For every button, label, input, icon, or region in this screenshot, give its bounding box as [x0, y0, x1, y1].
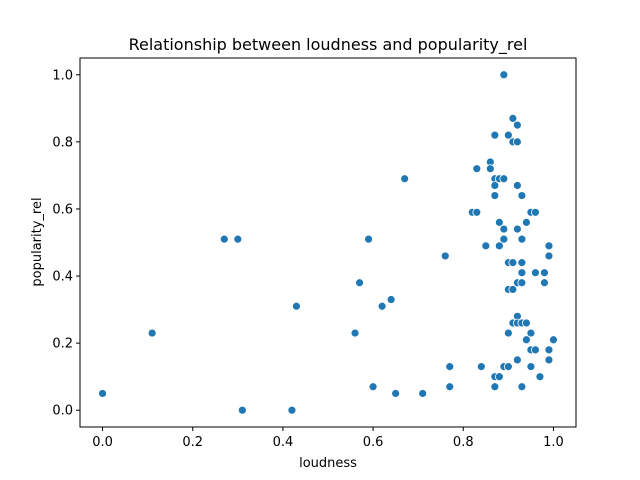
data-point: [499, 234, 509, 244]
data-point: [512, 224, 522, 234]
data-point: [377, 301, 387, 311]
data-point: [400, 174, 410, 184]
data-point: [517, 382, 527, 392]
data-point: [485, 164, 495, 174]
data-point: [472, 164, 482, 174]
data-point: [494, 241, 504, 251]
data-point: [512, 355, 522, 365]
y-tick-label: 0.6: [52, 202, 73, 217]
y-axis-ticks: 0.0 0.2 0.4 0.6 0.8 1.0: [52, 68, 80, 419]
data-point: [355, 278, 364, 288]
data-point: [233, 234, 243, 244]
data-point: [499, 224, 509, 234]
data-point: [526, 362, 536, 372]
data-point: [508, 258, 518, 268]
chart-title: Relationship between loudness and popula…: [129, 35, 528, 55]
data-point: [517, 258, 527, 268]
data-point: [391, 389, 401, 398]
data-point: [499, 174, 509, 184]
data-point: [98, 389, 107, 398]
data-point: [549, 335, 558, 345]
data-point: [544, 251, 554, 261]
data-point: [544, 355, 554, 365]
data-point: [418, 389, 428, 398]
data-point: [445, 382, 455, 392]
data-point: [512, 137, 522, 147]
x-tick-label: 0.6: [363, 435, 384, 450]
data-point: [219, 234, 229, 244]
data-point: [517, 268, 527, 278]
data-point: [517, 191, 527, 200]
x-axis-label: loudness: [299, 456, 357, 471]
plot-frame: [79, 57, 577, 428]
y-tick-label: 1.0: [52, 68, 73, 83]
data-point: [490, 130, 500, 140]
data-point: [503, 362, 513, 372]
data-point: [364, 234, 373, 244]
x-tick-label: 0.2: [182, 435, 203, 450]
data-point: [494, 372, 504, 382]
data-point: [517, 278, 527, 288]
data-point: [535, 372, 545, 382]
data-point: [386, 295, 396, 304]
data-point: [517, 234, 527, 244]
data-point: [287, 405, 297, 415]
data-point: [522, 318, 531, 328]
data-point: [499, 70, 509, 80]
data-point: [445, 362, 455, 372]
data-point: [490, 181, 500, 190]
y-axis-label: popularity_rel: [30, 197, 45, 286]
data-point: [472, 207, 482, 217]
data-point: [503, 328, 513, 338]
data-point: [350, 328, 360, 338]
data-point: [494, 217, 504, 227]
data-point: [540, 278, 549, 288]
points-layer: [98, 70, 558, 415]
data-point: [544, 241, 554, 251]
data-point: [508, 285, 518, 294]
x-tick-label: 1.0: [543, 435, 564, 450]
x-tick-label: 0.4: [273, 435, 294, 450]
data-point: [368, 382, 378, 392]
data-point: [490, 382, 500, 392]
data-point: [292, 301, 301, 311]
data-point: [522, 335, 531, 345]
data-point: [490, 191, 500, 200]
data-point: [476, 362, 486, 372]
data-point: [544, 345, 554, 355]
data-point: [481, 241, 491, 251]
y-tick-label: 0.2: [52, 337, 73, 352]
data-point: [440, 251, 450, 261]
data-point: [508, 113, 518, 123]
data-point: [531, 345, 540, 355]
data-point: [512, 120, 522, 130]
data-point: [531, 207, 540, 217]
x-tick-label: 0.8: [453, 435, 474, 450]
y-tick-label: 0.4: [52, 270, 73, 285]
data-point: [531, 268, 540, 278]
x-tick-label: 0.0: [92, 435, 113, 450]
x-axis-ticks: 0.0 0.2 0.4 0.6 0.8 1.0: [92, 427, 564, 450]
data-point: [503, 130, 513, 140]
data-point: [540, 268, 549, 278]
data-point: [512, 181, 522, 190]
y-tick-label: 0.0: [52, 404, 73, 419]
data-point: [526, 328, 536, 338]
data-point: [147, 328, 157, 338]
data-point: [522, 217, 531, 227]
y-tick-label: 0.8: [52, 135, 73, 150]
data-point: [237, 405, 247, 415]
